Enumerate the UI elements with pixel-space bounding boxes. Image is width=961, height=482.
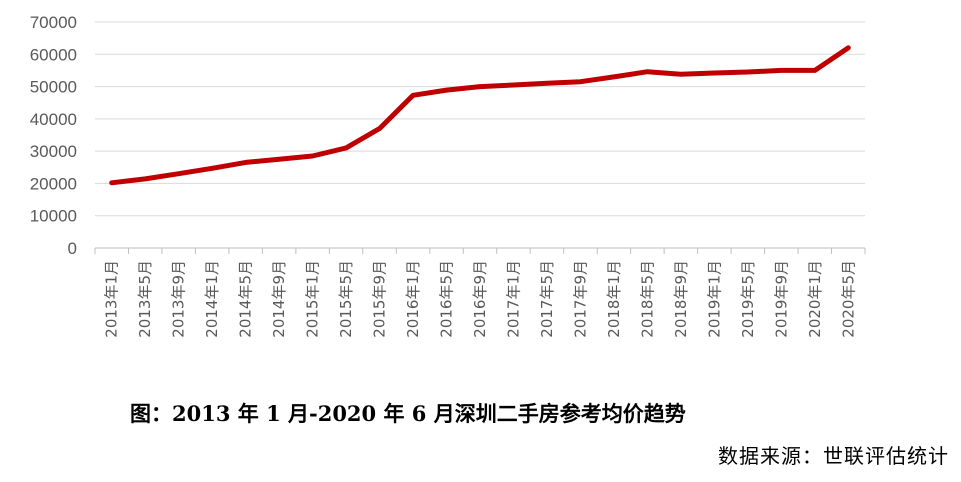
y-axis-ticks: 0 10000 20000 30000 40000 50000 60000 70000 (30, 13, 77, 258)
x-tick-label: 2018年5月 (638, 260, 656, 338)
y-tick-label: 20000 (30, 174, 77, 193)
series-layer (109, 45, 851, 186)
gridlines (94, 21, 866, 254)
x-tick-label: 2019年1月 (705, 260, 723, 338)
x-tick-label: 2019年9月 (772, 260, 790, 338)
x-tick-label: 2017年9月 (571, 260, 589, 338)
x-tick-label: 2014年5月 (237, 260, 255, 338)
x-tick-label: 2014年1月 (203, 260, 221, 338)
x-tick-label: 2018年1月 (605, 260, 623, 338)
x-tick-label: 2013年9月 (170, 260, 188, 338)
x-tick-label: 2013年5月 (136, 260, 154, 338)
x-tick-label: 2015年9月 (371, 260, 389, 338)
x-axis-ticks: 2013年1月 2013年5月 2013年9月 2014年1月 2014年5月 2014年… (103, 260, 858, 338)
series-line (109, 45, 851, 186)
x-tick-label: 2015年1月 (304, 260, 322, 338)
x-tick-label: 2020年5月 (839, 260, 857, 338)
chart-caption: 图：2013 年 1 月-2020 年 6 月深圳二手房参考均价趋势 (130, 401, 686, 426)
y-tick-label: 60000 (30, 45, 77, 64)
x-tick-label: 2017年1月 (504, 260, 522, 338)
x-tick-label: 2015年5月 (337, 260, 355, 338)
x-tick-label: 2020年1月 (806, 260, 824, 338)
x-tick-label: 2019年5月 (739, 260, 757, 338)
x-tick-label: 2016年5月 (438, 260, 456, 338)
y-tick-label: 0 (68, 239, 77, 258)
x-tick-label: 2013年1月 (103, 260, 121, 338)
y-tick-label: 30000 (30, 142, 77, 161)
y-tick-label: 50000 (30, 78, 77, 97)
data-source: 数据来源：世联评估统计 (718, 444, 949, 468)
x-tick-label: 2016年1月 (404, 260, 422, 338)
x-tick-label: 2014年9月 (270, 260, 288, 338)
x-tick-label: 2018年9月 (672, 260, 690, 338)
line-chart: 0 10000 20000 30000 40000 50000 60000 70000 201… (30, 13, 866, 338)
y-tick-label: 70000 (30, 13, 77, 32)
x-tick-label: 2017年5月 (538, 260, 556, 338)
y-tick-label: 40000 (30, 110, 77, 129)
y-tick-label: 10000 (30, 207, 77, 226)
x-tick-label: 2016年9月 (471, 260, 489, 338)
